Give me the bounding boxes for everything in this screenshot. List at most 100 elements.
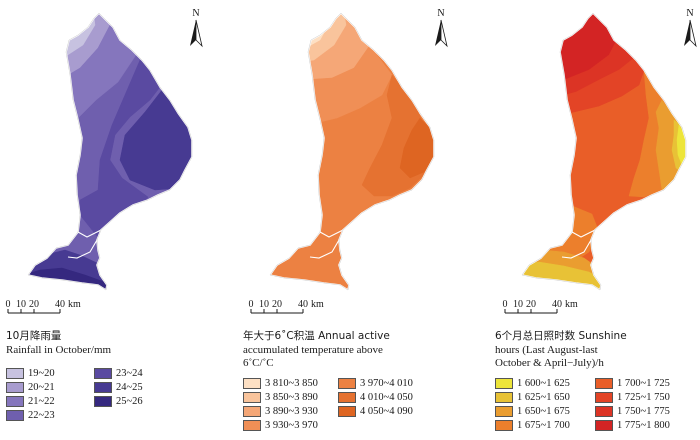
temperature-scale-bar: 0 10 20 40 km <box>249 299 324 314</box>
sunshine-legend-item: 1 625~1 650 <box>495 391 570 404</box>
sunshine-legend-title-3: October & April−July)/h <box>495 357 604 369</box>
rainfall-legend-label: 24~25 <box>116 382 143 393</box>
rainfall-north-label: N <box>192 8 199 19</box>
sunshine-scale-tick-20: 20 <box>526 299 536 310</box>
rainfall-legend-item: 19~20 <box>6 367 55 380</box>
temperature-north-label: N <box>437 8 444 19</box>
temperature-legend-label: 3 930~3 970 <box>265 419 318 431</box>
sunshine-north-label: N <box>686 8 693 19</box>
temperature-bands <box>270 13 434 290</box>
rainfall-scale-tick-0: 0 <box>6 299 11 310</box>
rainfall-scale-unit: km <box>68 299 81 310</box>
sunshine-legend-label: 1 600~1 625 <box>517 377 570 389</box>
rainfall-legend: 10月降雨量 Rainfall in October/mm 19~20 20~21… <box>6 330 226 423</box>
temperature-legend-swatch <box>243 391 261 403</box>
rainfall-legend-item: 21~22 <box>6 395 55 408</box>
temperature-legend-swatch <box>243 377 261 389</box>
rainfall-legend-swatch <box>94 368 112 379</box>
sunshine-legend-item: 1 675~1 700 <box>495 419 570 432</box>
sunshine-bands <box>522 13 686 290</box>
temperature-legend-swatch <box>243 419 261 431</box>
temperature-legend-label: 3 810~3 850 <box>265 377 318 389</box>
rainfall-legend-label: 20~21 <box>28 382 55 393</box>
rainfall-scale-tick-40: 40 <box>55 299 65 310</box>
rainfall-legend-item: 20~21 <box>6 381 55 394</box>
sunshine-scale-tick-0: 0 <box>503 299 508 310</box>
rainfall-legend-label: 22~23 <box>28 410 55 421</box>
temperature-legend-label: 3 970~4 010 <box>360 377 413 389</box>
rainfall-legend-items: 19~20 20~21 21~22 22~23 23~24 24~25 25~26 <box>6 367 226 423</box>
sunshine-legend-swatch <box>495 419 513 431</box>
rainfall-legend-item: 22~23 <box>6 409 55 422</box>
temperature-legend-label: 4 010~4 050 <box>360 391 413 403</box>
sunshine-boundary <box>521 12 687 291</box>
sunshine-north-arrow-icon: N <box>684 8 697 48</box>
rainfall-boundary <box>27 12 193 291</box>
temperature-scale-tick-0: 0 <box>249 299 254 310</box>
sunshine-scale-tick-10: 10 <box>513 299 523 310</box>
rainfall-legend-label: 19~20 <box>28 368 55 379</box>
temperature-legend-item: 3 930~3 970 <box>243 419 318 432</box>
temperature-legend-label: 4 050~4 090 <box>360 405 413 417</box>
rainfall-district-line <box>67 229 102 259</box>
rainfall-map <box>27 12 193 291</box>
rainfall-scale-bar: 0 10 20 40 km <box>6 299 81 314</box>
temperature-legend-item: 3 810~3 850 <box>243 377 318 390</box>
sunshine-legend-label: 1 750~1 775 <box>617 405 670 417</box>
rainfall-legend-title-en: Rainfall in October/mm <box>6 343 112 356</box>
rainfall-legend-swatch <box>6 368 24 379</box>
sunshine-legend-item: 1 725~1 750 <box>595 391 670 404</box>
rainfall-scale-tick-10: 10 <box>16 299 26 310</box>
temperature-map <box>269 12 435 291</box>
sunshine-legend-item: 1 750~1 775 <box>595 405 670 418</box>
rainfall-legend-item: 24~25 <box>94 381 143 394</box>
temperature-legend-item: 3 890~3 930 <box>243 405 318 418</box>
temperature-legend: 年大于6˚C积温 Annual active accumulated tempe… <box>243 330 463 433</box>
temperature-scale-tick-10: 10 <box>259 299 269 310</box>
temperature-legend-label: 3 890~3 930 <box>265 405 318 417</box>
temperature-district-line <box>309 229 344 259</box>
sunshine-legend: 6个月总日照时数 Sunshine hours (Last August-las… <box>495 330 700 433</box>
sunshine-legend-title-1: 6个月总日照时数 Sunshine <box>495 330 627 342</box>
sunshine-legend-label: 1 775~1 800 <box>617 419 670 431</box>
temperature-legend-label: 3 850~3 890 <box>265 391 318 403</box>
sunshine-district-line <box>561 229 596 259</box>
sunshine-legend-label: 1 650~1 675 <box>517 405 570 417</box>
temperature-legend-swatch <box>243 405 261 417</box>
sunshine-legend-swatch <box>595 419 613 431</box>
rainfall-legend-swatch <box>6 396 24 407</box>
rainfall-legend-label: 21~22 <box>28 396 55 407</box>
temperature-legend-title-3: 6˚C/˚C <box>243 357 274 369</box>
sunshine-legend-swatch <box>595 391 613 403</box>
temperature-scale-tick-40: 40 <box>298 299 308 310</box>
rainfall-legend-item: 25~26 <box>94 395 143 408</box>
temperature-boundary <box>269 12 435 291</box>
rainfall-legend-label: 25~26 <box>116 396 143 407</box>
sunshine-legend-title-2: hours (Last August-last <box>495 343 598 356</box>
rainfall-legend-swatch <box>6 410 24 421</box>
sunshine-legend-label: 1 725~1 750 <box>617 391 670 403</box>
sunshine-legend-label: 1 625~1 650 <box>517 391 570 403</box>
sunshine-legend-swatch <box>495 377 513 389</box>
temperature-legend-item: 4 050~4 090 <box>338 405 413 418</box>
rainfall-legend-title-zh: 10月降雨量 <box>6 330 62 342</box>
rainfall-bands <box>28 13 192 290</box>
sunshine-legend-items: 1 600~1 625 1 625~1 650 1 650~1 675 1 675~1… <box>495 377 700 433</box>
rainfall-legend-swatch <box>6 382 24 393</box>
rainfall-legend-swatch <box>94 396 112 407</box>
sunshine-legend-item: 1 600~1 625 <box>495 377 570 390</box>
sunshine-map <box>521 12 687 291</box>
temperature-legend-swatch <box>338 391 356 403</box>
rainfall-scale-tick-20: 20 <box>29 299 39 310</box>
temperature-legend-title-1: 年大于6˚C积温 Annual active <box>243 330 390 342</box>
temperature-legend-swatch <box>338 377 356 389</box>
sunshine-legend-label: 1 700~1 725 <box>617 377 670 389</box>
rainfall-north-arrow-icon: N <box>190 8 203 48</box>
sunshine-legend-swatch <box>495 391 513 403</box>
temperature-scale-tick-20: 20 <box>272 299 282 310</box>
map-figure: N N N0 10 20 40 km 0 10 20 40 km 0 10 20 40 km <box>6 8 697 314</box>
temperature-scale-unit: km <box>311 299 324 310</box>
rainfall-legend-label: 23~24 <box>116 368 143 379</box>
temperature-legend-item: 3 970~4 010 <box>338 377 413 390</box>
sunshine-legend-item: 1 700~1 725 <box>595 377 670 390</box>
